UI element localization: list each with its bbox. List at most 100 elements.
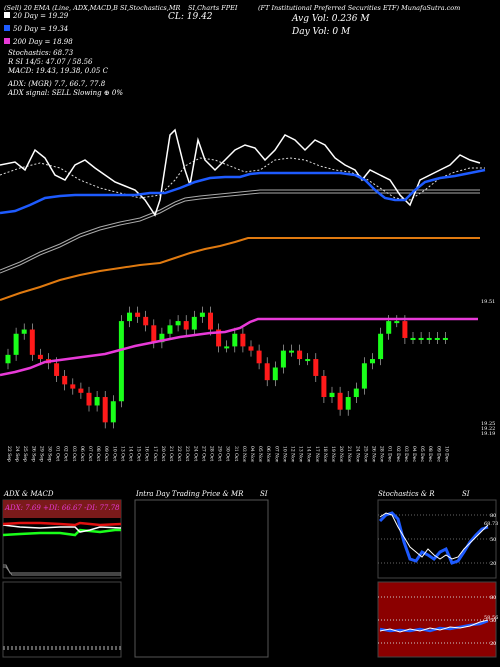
date-tick-label: 14 Nov: [306, 446, 312, 463]
header-top-line2: SI,Stochastics,MR: [120, 4, 181, 12]
price-label-1: 19.51: [481, 299, 495, 305]
magenta-line: [0, 317, 478, 377]
candle-body: [378, 333, 384, 360]
candle-body: [321, 375, 327, 398]
date-tick-label: 12 Nov: [290, 446, 296, 463]
legend-adx: ADX: (MGR) 7.7, 66.7, 77.8: [8, 80, 106, 88]
price-label-3: 19.22: [481, 426, 495, 432]
intra-panel-title: Intra Day Trading Price & MR: [136, 490, 244, 498]
candle-body: [361, 363, 367, 389]
candle-body: [232, 333, 238, 347]
date-tick-label: 09 Oct: [103, 446, 109, 461]
date-tick-label: 22 Sep: [6, 446, 12, 462]
candle-body: [370, 359, 375, 364]
candle-body: [402, 321, 408, 338]
candle-body: [21, 329, 27, 334]
candle-body: [37, 354, 43, 360]
candle-body: [94, 397, 100, 406]
date-tick-label: 14 Oct: [128, 446, 134, 461]
candle-body: [353, 388, 359, 398]
date-tick-label: 20 Oct: [160, 446, 166, 461]
gray-line-2: [0, 192, 480, 274]
candlesticks: [5, 306, 448, 429]
date-tick-label: 04 Nov: [249, 446, 255, 463]
candle-body: [426, 337, 432, 340]
candle-body: [54, 363, 60, 376]
date-tick-label: 22 Oct: [176, 446, 182, 461]
date-tick-label: 28 Oct: [209, 446, 215, 461]
adx-green-line: [2, 528, 121, 537]
date-tick-label: 03 Dec: [403, 446, 409, 462]
date-tick-label: 27 Oct: [200, 446, 206, 461]
candle-body: [394, 321, 400, 324]
stoch-tick-20: 20: [490, 561, 496, 567]
candle-body: [313, 359, 319, 376]
date-tick-label: 13 Nov: [298, 446, 304, 463]
date-tick-label: 07 Oct: [87, 446, 93, 461]
white-line: [0, 128, 481, 217]
rsi-panel: 80 50 20 58.56: [377, 581, 498, 658]
candle-body: [297, 350, 303, 360]
candle-body: [29, 329, 35, 355]
legend-macd: MACD: 19.43, 19.38, 0.05 C: [8, 67, 108, 75]
candle-body: [264, 363, 270, 381]
date-tick-label: 20 Nov: [338, 446, 344, 463]
avg-volume: Avg Vol: 0.236 M: [292, 14, 370, 24]
intra-panel-title-2: SI: [260, 490, 268, 498]
candle-body: [208, 312, 213, 330]
rsi-tick-20: 20: [490, 641, 496, 647]
candle-body: [13, 333, 19, 355]
macd-panel: [2, 581, 122, 658]
date-tick-label: 24 Sep: [14, 446, 20, 462]
candle-body: [329, 392, 335, 398]
stoch-tick-80: 80: [490, 513, 496, 519]
date-tick-label: 16 Oct: [144, 446, 150, 461]
candle-body: [272, 367, 278, 381]
date-tick-label: 03 Oct: [71, 446, 77, 461]
candle-body: [248, 346, 254, 351]
candle-body: [191, 316, 197, 330]
price-label-2: 19.25: [481, 421, 495, 427]
candle-body: [78, 388, 84, 393]
stoch-white-line: [379, 512, 489, 560]
date-tick-label: 01 Dec: [387, 446, 393, 462]
candle-body: [305, 359, 311, 362]
candle-body: [199, 312, 205, 317]
candle-body: [183, 321, 189, 330]
candle-body: [110, 401, 116, 423]
date-tick-label: 26 Nov: [371, 446, 377, 463]
legend-adx-signal: ADX signal: SELL Slowing ⊕ 0%: [8, 89, 124, 97]
legend-ema50: 50 Day = 19.34: [4, 25, 68, 33]
date-tick-label: 18 Nov: [322, 446, 328, 463]
blue-line: [0, 168, 486, 215]
date-tick-label: 08 Oct: [95, 446, 101, 461]
date-tick-label: 10 Oct: [111, 446, 117, 461]
rsi-tick-80: 80: [490, 595, 496, 601]
date-tick-label: 13 Oct: [119, 446, 125, 461]
date-tick-label: 29 Oct: [217, 446, 223, 461]
date-tick-label: 10 Dec: [443, 446, 449, 462]
date-tick-label: 07 Nov: [273, 446, 279, 463]
date-tick-label: 24 Nov: [354, 446, 360, 463]
stoch-blue-line: [378, 511, 489, 565]
date-tick-label: 19 Nov: [330, 446, 336, 463]
date-tick-label: 21 Oct: [168, 446, 174, 461]
candle-body: [240, 333, 246, 347]
candle-body: [70, 384, 76, 389]
date-tick-label: 23 Oct: [184, 446, 190, 461]
date-tick-label: 17 Oct: [152, 446, 158, 461]
candle-body: [135, 312, 141, 317]
date-tick-label: 01 Oct: [55, 446, 61, 461]
stoch-value: 68.73: [484, 521, 498, 527]
adx-panel-title: ADX & MACD: [4, 490, 54, 498]
candle-body: [102, 397, 108, 423]
stoch-panel-title: Stochastics & R: [378, 490, 435, 498]
price-label-4: 19.19: [481, 431, 495, 437]
date-axis: 22 Sep 24 Sep 25 Sep 26 Sep 29 Sep 30 Sep 01 O…: [6, 446, 449, 463]
date-tick-label: 06 Nov: [265, 446, 271, 463]
date-tick-label: 25 Nov: [362, 446, 368, 463]
date-tick-label: 10 Nov: [281, 446, 287, 463]
stoch-tick-50: 50: [490, 537, 496, 543]
adx-gray-line-2: [3, 566, 121, 576]
candle-body: [216, 329, 222, 347]
